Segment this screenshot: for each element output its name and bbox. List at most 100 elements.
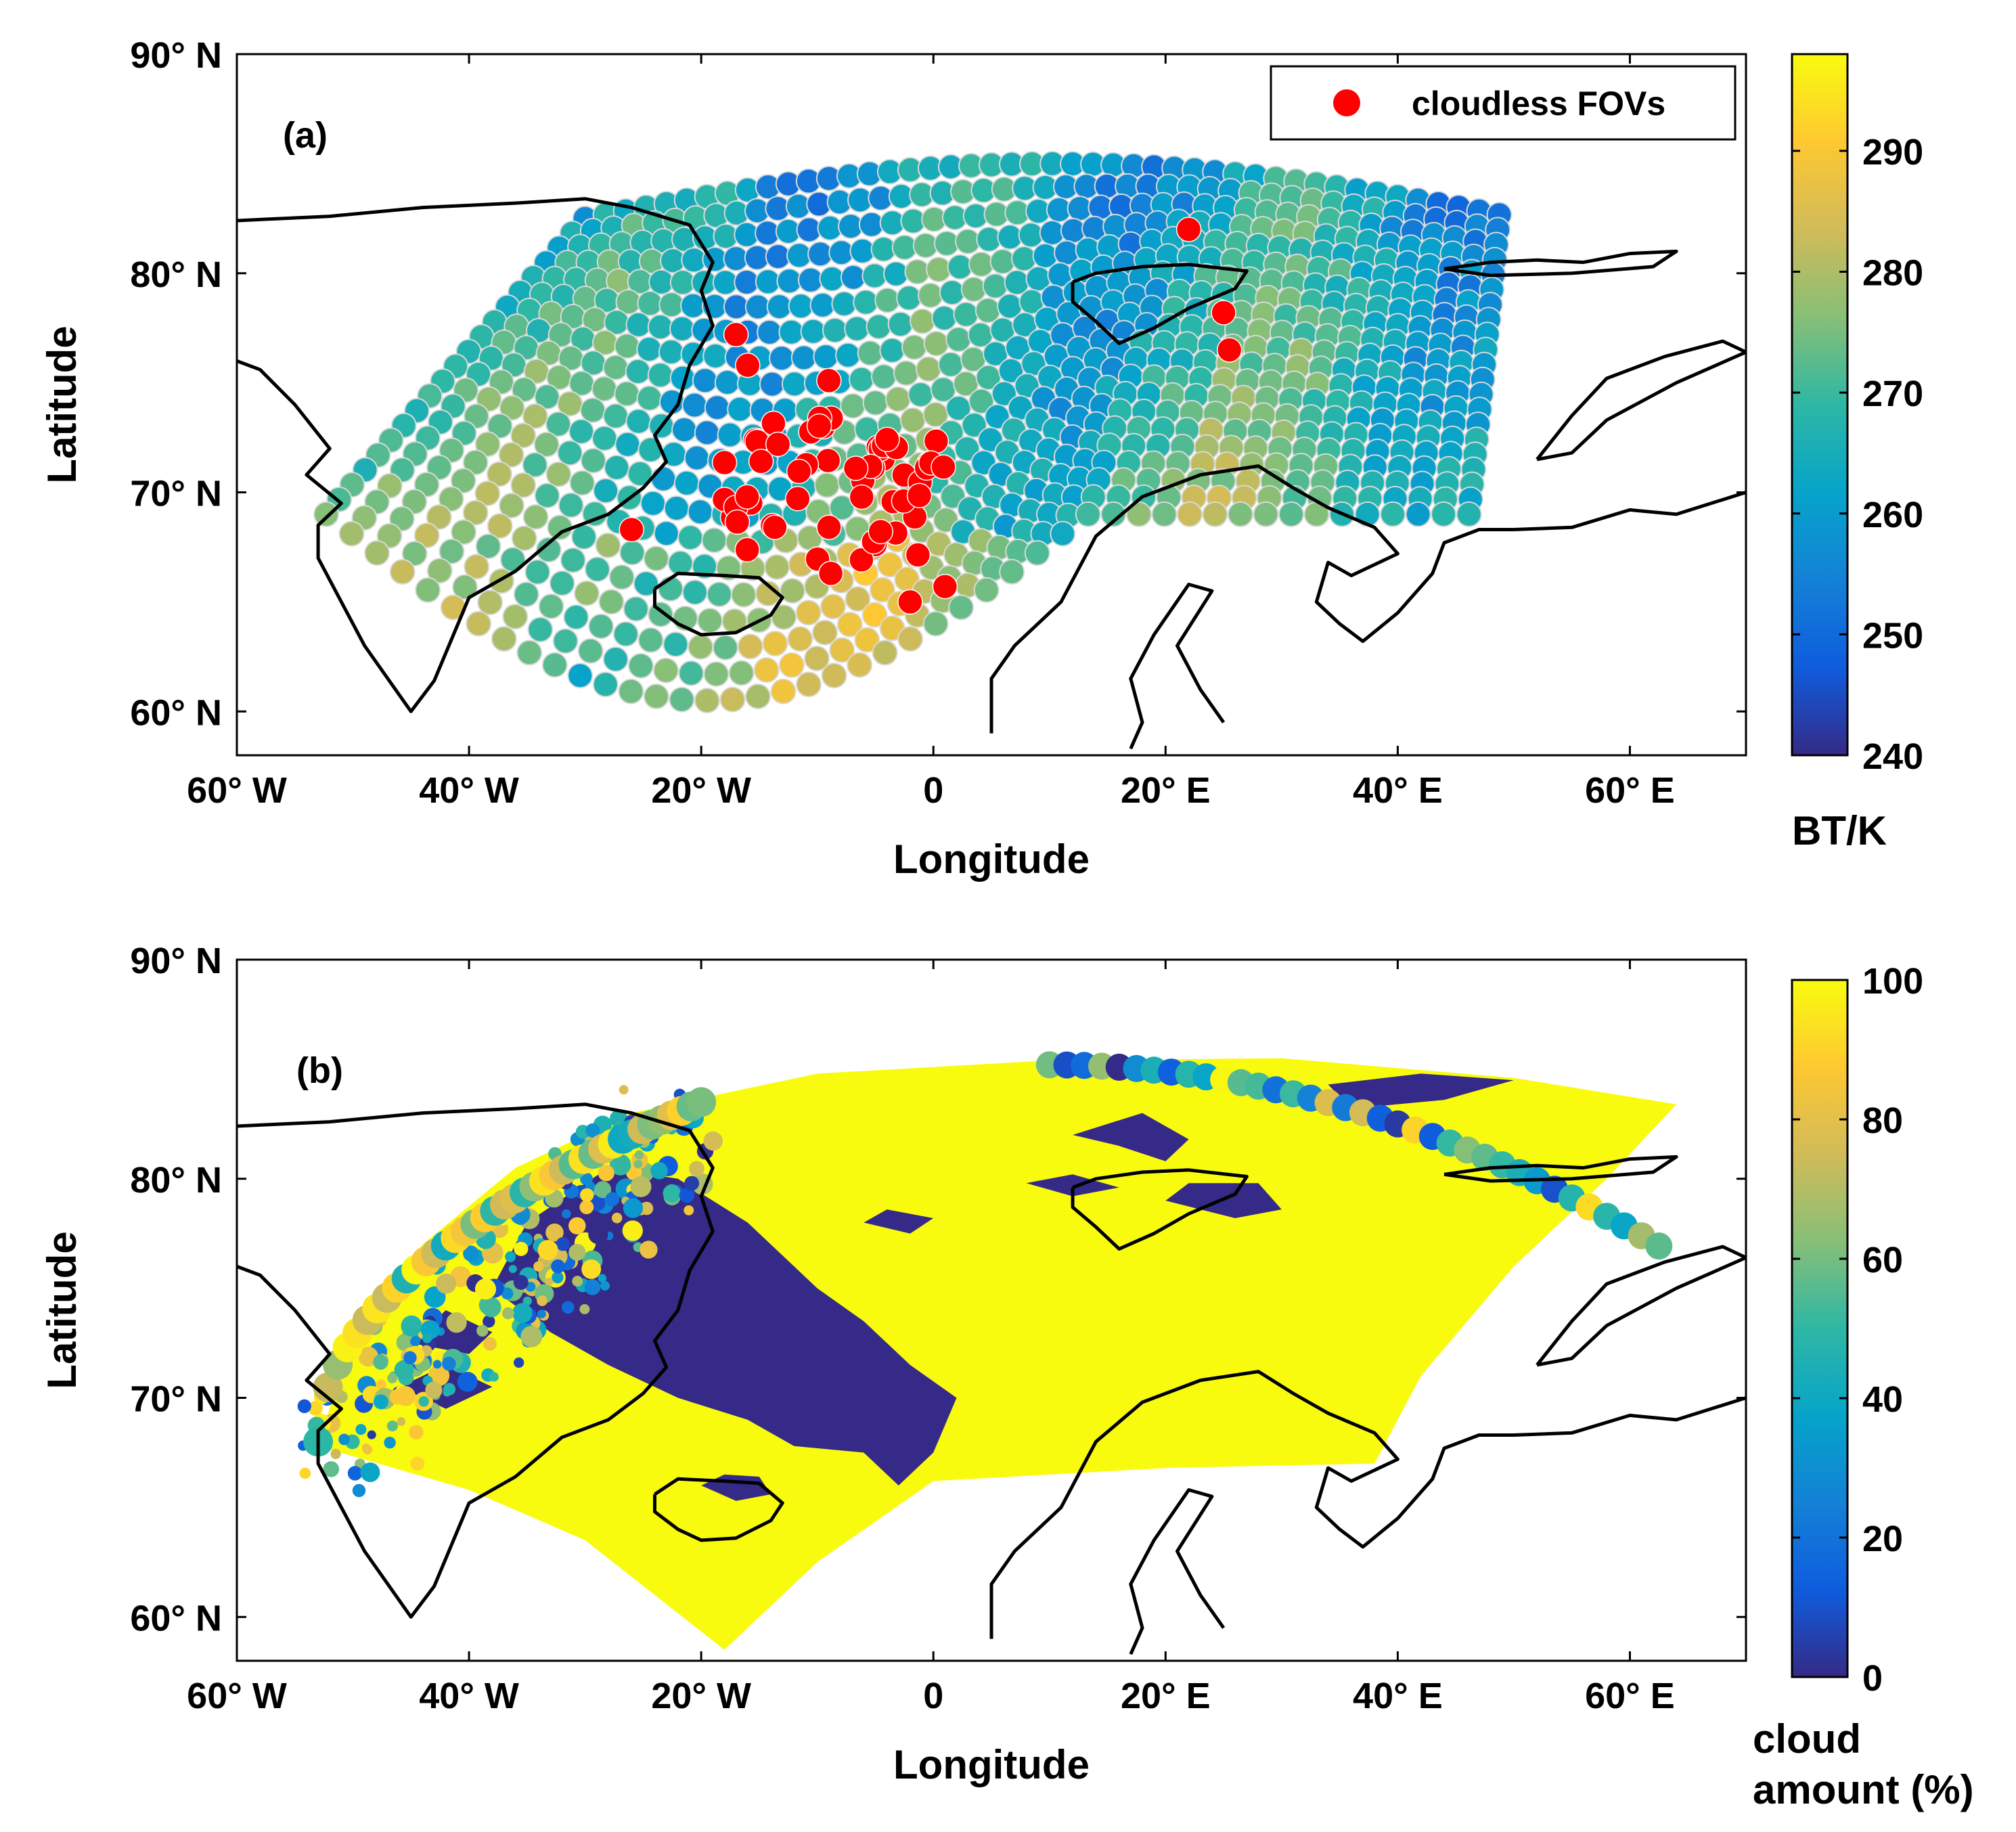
cloud-pixel xyxy=(609,1154,631,1176)
cloud-pixel xyxy=(401,1315,422,1337)
fov-point xyxy=(545,411,571,437)
fov-point xyxy=(538,594,564,619)
cloud-pixel xyxy=(605,1192,620,1207)
fov-point xyxy=(533,431,560,457)
fov-point xyxy=(953,301,979,328)
fov-point xyxy=(653,520,679,547)
cloud-pixel xyxy=(308,1401,323,1416)
x-tick-label: 40° W xyxy=(419,1676,519,1716)
fov-point xyxy=(338,520,365,547)
cloudless-fov-point xyxy=(849,484,875,510)
cloud-pixel xyxy=(362,1444,373,1455)
y-tick-label: 80° N xyxy=(130,1160,222,1201)
fov-point xyxy=(939,280,965,306)
cloudless-fov-point xyxy=(785,486,811,512)
fov-point xyxy=(968,388,995,414)
coastline-path xyxy=(1443,1155,1678,1183)
cloud-pixel xyxy=(373,1394,388,1410)
legend-a: cloudless FOVs xyxy=(1270,65,1737,141)
colorbar-tick-label: 290 xyxy=(1862,132,1923,173)
fov-point xyxy=(717,422,743,448)
fov-point xyxy=(753,657,780,683)
cloudless-fovs xyxy=(619,217,1242,615)
fov-point xyxy=(669,315,695,342)
cloud-pixel xyxy=(522,1296,532,1306)
fov-point xyxy=(712,634,738,661)
fov-point xyxy=(511,376,537,403)
cloud-pixel xyxy=(489,1372,499,1382)
fov-point xyxy=(524,559,551,585)
colorbar-tick-label: 20 xyxy=(1862,1519,1903,1559)
fov-point xyxy=(829,637,855,663)
fov-point xyxy=(549,570,575,596)
fov-point xyxy=(910,308,935,334)
fov-point xyxy=(948,594,975,621)
cloudless-fov-point xyxy=(765,431,791,457)
fov-point xyxy=(669,686,695,713)
cloudless-fov-point xyxy=(932,573,958,600)
fov-point xyxy=(697,608,723,633)
fov-point xyxy=(569,470,596,496)
fov-point xyxy=(780,578,805,604)
cloud-pixel xyxy=(537,1240,558,1261)
cloud-pixel xyxy=(299,1467,311,1479)
fov-point xyxy=(510,422,537,449)
cloud-pixel xyxy=(508,1265,517,1274)
cloud-pixel xyxy=(396,1333,415,1351)
fov-point xyxy=(640,490,666,516)
cloudless-fov-point xyxy=(874,426,900,453)
cloud-pixel xyxy=(410,1336,420,1347)
fov-point xyxy=(702,343,729,369)
cloud-pixel xyxy=(397,1417,406,1426)
clear-sky-region xyxy=(1026,1174,1119,1197)
fov-point xyxy=(874,287,901,313)
fov-point xyxy=(820,594,846,620)
cloud-pixel xyxy=(663,1184,681,1203)
fov-point xyxy=(887,311,914,338)
cloud-pixel xyxy=(585,1123,600,1138)
fov-point xyxy=(658,339,684,365)
fov-point xyxy=(819,266,845,292)
y-tick-label: 70° N xyxy=(130,1379,222,1420)
fov-point xyxy=(973,577,1000,603)
fov-point xyxy=(487,513,513,539)
cloudless-fov-point xyxy=(1211,300,1236,326)
fov-point xyxy=(1456,501,1482,527)
cloud-pixel xyxy=(634,1150,644,1160)
fov-point xyxy=(840,393,866,419)
fov-point xyxy=(804,646,830,671)
fov-point xyxy=(814,472,840,498)
coastline-path xyxy=(1129,1488,1226,1655)
cloud-pixel xyxy=(367,1430,376,1439)
cloud-pixel xyxy=(441,1356,456,1371)
fov-point xyxy=(812,619,838,646)
fov-point xyxy=(591,425,618,451)
fov-point xyxy=(451,519,477,545)
fov-point xyxy=(671,417,698,443)
fov-point xyxy=(677,524,704,551)
fov-point xyxy=(1380,501,1406,527)
colorbar-tick-label: 250 xyxy=(1862,615,1923,656)
cloud-pixel xyxy=(387,1372,398,1384)
x-tick-label: 0 xyxy=(923,770,943,811)
coastline-path xyxy=(989,464,1746,734)
cloud-pixel xyxy=(483,1337,497,1351)
axis-ticks-b: 60° W 40° W 20° W 0 20° E 40° E 60° E 60° N 70° … xyxy=(130,941,1746,1716)
cloudless-fov-point xyxy=(815,447,841,474)
fov-point xyxy=(1176,501,1203,527)
panel-b: 60° W 40° W 20° W 0 20° E 40° E 60° E 60° N 70° … xyxy=(39,941,1974,1812)
fov-point xyxy=(574,580,600,606)
x-tick-label: 60° W xyxy=(187,770,287,811)
fov-point xyxy=(1075,501,1101,527)
x-tick-label: 20° W xyxy=(651,1676,751,1716)
fov-point xyxy=(999,558,1025,585)
cloud-pixel xyxy=(410,1456,425,1471)
fov-point xyxy=(918,282,943,309)
fov-point xyxy=(879,337,905,363)
fov-point xyxy=(684,445,710,471)
cloud-pixel xyxy=(520,1325,543,1347)
fov-point xyxy=(989,248,1016,275)
fov-point xyxy=(694,420,720,446)
fov-point xyxy=(982,273,1008,299)
fov-point xyxy=(558,492,584,518)
